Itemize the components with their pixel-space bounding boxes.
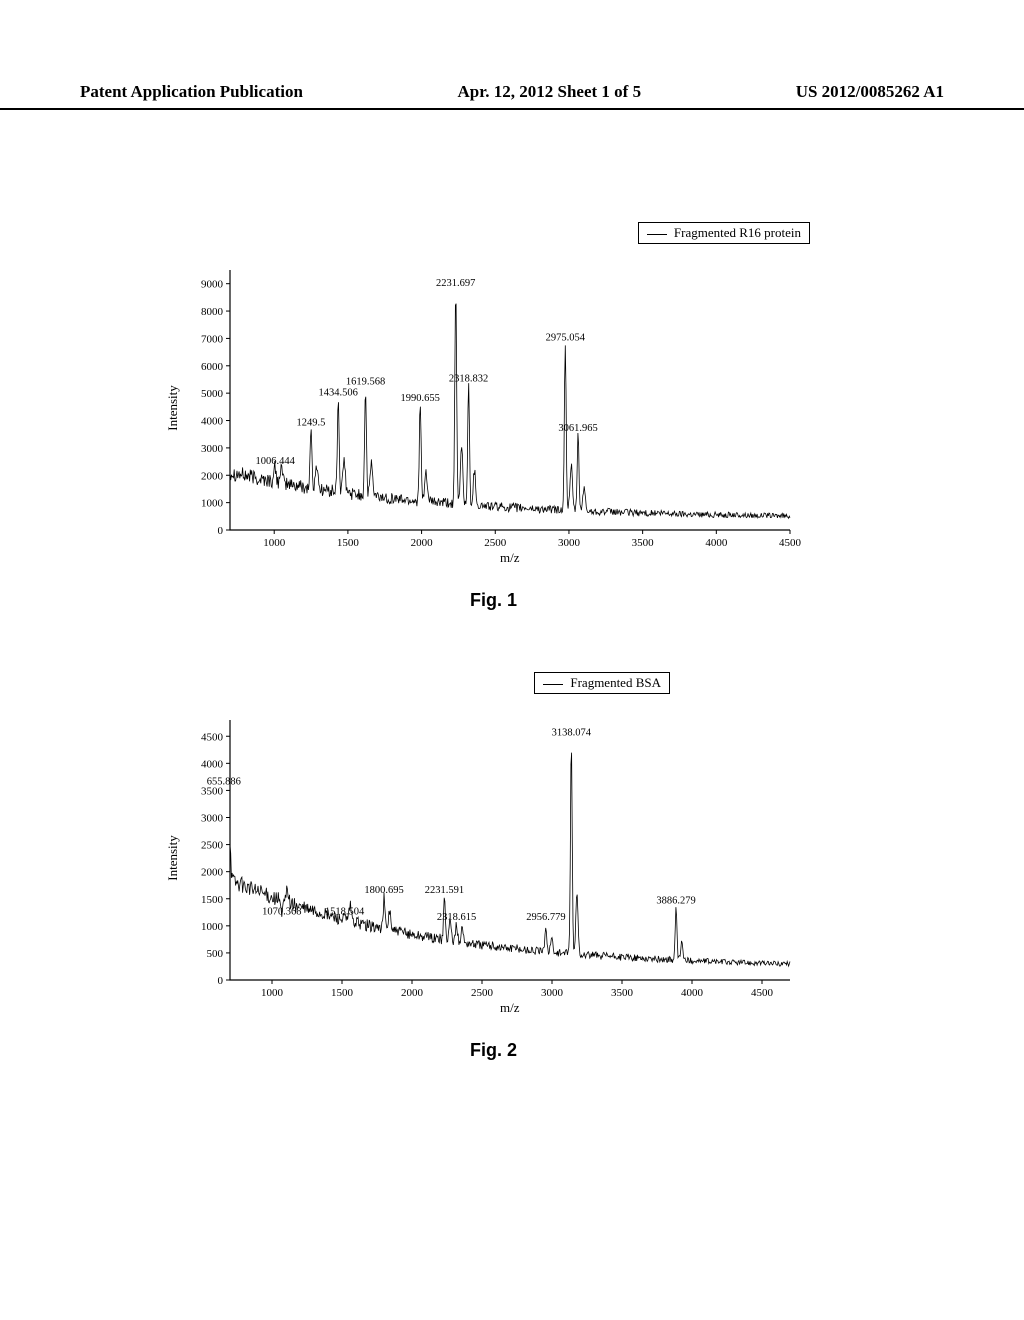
svg-text:0: 0 — [218, 975, 224, 987]
chart2-caption: Fig. 2 — [470, 1040, 517, 1061]
chart2-svg: 0 500 1000 1500 2000 2500 3000 3500 4000 4500 1000… — [170, 700, 810, 1030]
svg-text:5000: 5000 — [201, 388, 224, 400]
svg-text:4500: 4500 — [779, 537, 802, 549]
chart1-svg: 0 1000 2000 3000 4000 5000 6000 7000 8000 9000 100… — [170, 250, 810, 580]
svg-text:6000: 6000 — [201, 361, 224, 373]
chart1-caption: Fig. 1 — [470, 590, 517, 611]
svg-text:2000: 2000 — [401, 987, 424, 999]
svg-text:1000: 1000 — [261, 987, 284, 999]
svg-text:3000: 3000 — [201, 443, 224, 455]
chart1-xlabel: m/z — [500, 550, 520, 566]
svg-text:2318.832: 2318.832 — [449, 374, 488, 385]
svg-text:1249.5: 1249.5 — [297, 417, 326, 428]
svg-text:4500: 4500 — [751, 987, 774, 999]
svg-text:2231.591: 2231.591 — [425, 885, 464, 896]
svg-text:500: 500 — [207, 948, 224, 960]
header-left: Patent Application Publication — [80, 82, 303, 102]
svg-text:3138.074: 3138.074 — [552, 728, 592, 739]
legend-swatch-line — [647, 234, 667, 235]
header-center: Apr. 12, 2012 Sheet 1 of 5 — [458, 82, 642, 102]
svg-text:1619.568: 1619.568 — [346, 376, 385, 387]
svg-text:3500: 3500 — [632, 537, 655, 549]
svg-text:3000: 3000 — [541, 987, 564, 999]
svg-text:1518.504: 1518.504 — [325, 906, 365, 917]
svg-text:1990.655: 1990.655 — [401, 393, 440, 404]
chart2-legend-label: Fragmented BSA — [570, 675, 661, 690]
header-right: US 2012/0085262 A1 — [796, 82, 944, 102]
svg-text:2000: 2000 — [411, 537, 434, 549]
svg-text:4500: 4500 — [201, 731, 224, 743]
svg-text:655.886: 655.886 — [207, 776, 241, 787]
svg-text:1000: 1000 — [201, 921, 224, 933]
svg-text:2318.615: 2318.615 — [437, 912, 476, 923]
svg-text:0: 0 — [218, 525, 224, 537]
svg-text:2000: 2000 — [201, 867, 224, 879]
svg-text:4000: 4000 — [201, 758, 224, 770]
svg-text:1500: 1500 — [201, 894, 224, 906]
chart-fig1: Fragmented R16 protein 01000200030004000… — [170, 250, 810, 630]
chart2-ylabel: Intensity — [165, 835, 181, 881]
svg-text:1434.506: 1434.506 — [319, 387, 358, 398]
svg-text:9000: 9000 — [201, 279, 224, 291]
svg-text:1800.695: 1800.695 — [364, 885, 403, 896]
page-header: Patent Application Publication Apr. 12, … — [0, 82, 1024, 110]
chart1-ylabel: Intensity — [165, 385, 181, 431]
chart-fig2: Fragmented BSA 0500100015002000250030003… — [170, 700, 810, 1080]
svg-text:7000: 7000 — [201, 333, 224, 345]
svg-text:1006.444: 1006.444 — [255, 456, 295, 467]
legend-swatch-line — [543, 684, 563, 685]
svg-text:3000: 3000 — [201, 813, 224, 825]
svg-text:1500: 1500 — [331, 987, 354, 999]
svg-text:1000: 1000 — [263, 537, 286, 549]
svg-text:2956.779: 2956.779 — [526, 912, 565, 923]
svg-text:1070.368: 1070.368 — [262, 906, 301, 917]
svg-text:2500: 2500 — [484, 537, 507, 549]
svg-text:4000: 4000 — [705, 537, 728, 549]
svg-text:8000: 8000 — [201, 306, 224, 318]
svg-text:2000: 2000 — [201, 470, 224, 482]
svg-text:3000: 3000 — [558, 537, 581, 549]
svg-text:2500: 2500 — [201, 840, 224, 852]
svg-text:3886.279: 3886.279 — [656, 896, 695, 907]
chart1-legend-label: Fragmented R16 protein — [674, 225, 801, 240]
chart1-legend: Fragmented R16 protein — [638, 222, 810, 244]
svg-text:3500: 3500 — [611, 987, 634, 999]
svg-text:2500: 2500 — [471, 987, 494, 999]
svg-text:2975.054: 2975.054 — [546, 333, 586, 344]
svg-text:3061.965: 3061.965 — [558, 423, 597, 434]
svg-text:2231.697: 2231.697 — [436, 278, 475, 289]
chart2-legend: Fragmented BSA — [534, 672, 670, 694]
svg-text:1500: 1500 — [337, 537, 360, 549]
chart2-xlabel: m/z — [500, 1000, 520, 1016]
svg-text:4000: 4000 — [201, 416, 224, 428]
page: Patent Application Publication Apr. 12, … — [0, 0, 1024, 1320]
svg-text:1000: 1000 — [201, 498, 224, 510]
svg-text:4000: 4000 — [681, 987, 704, 999]
